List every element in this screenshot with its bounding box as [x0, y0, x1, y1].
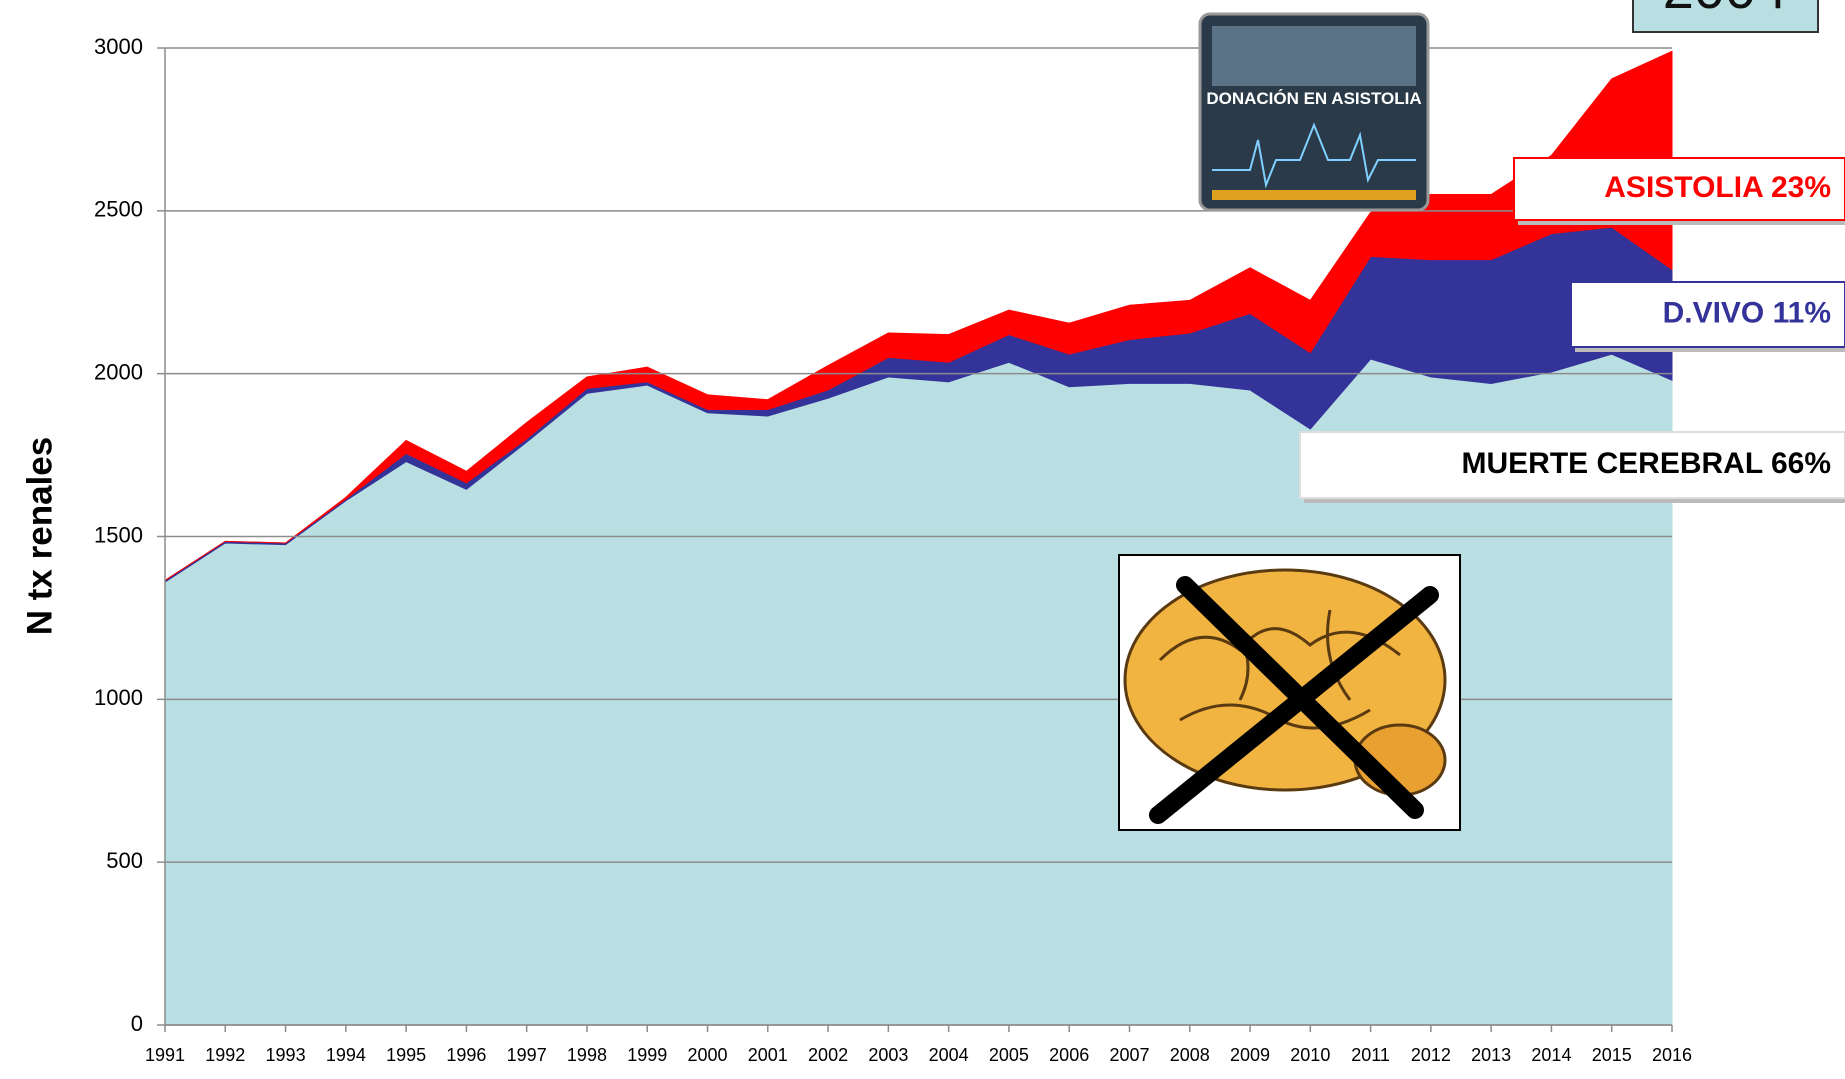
y-tick-label: 0: [131, 1011, 143, 1036]
x-tick-label: 1995: [386, 1045, 426, 1065]
x-tick-label: 2001: [748, 1045, 788, 1065]
x-tick-label: 2008: [1170, 1045, 1210, 1065]
x-tick-label: 2005: [989, 1045, 1029, 1065]
label-box: [1299, 431, 1845, 499]
x-tick-label: 1993: [266, 1045, 306, 1065]
x-tick-label: 2006: [1049, 1045, 1089, 1065]
x-tick-label: 2016: [1652, 1045, 1692, 1065]
x-tick-label: 2015: [1592, 1045, 1632, 1065]
y-tick-label: 1500: [94, 522, 143, 547]
x-tick-label: 1996: [446, 1045, 486, 1065]
x-tick-label: 2010: [1290, 1045, 1330, 1065]
label-box: [1570, 281, 1845, 348]
x-tick-label: 2002: [808, 1045, 848, 1065]
x-tick-label: 1999: [627, 1045, 667, 1065]
x-tick-label: 1991: [145, 1045, 185, 1065]
x-tick-label: 2007: [1109, 1045, 1149, 1065]
x-tick-label: 2013: [1471, 1045, 1511, 1065]
series-label: D.VIVO 11%: [1663, 296, 1831, 329]
x-tick-label: 1992: [205, 1045, 245, 1065]
x-tick-label: 1997: [507, 1045, 547, 1065]
axes: 0 500 1000 1500 2000 2500 3000 1991 1992 1993 1994…: [94, 34, 1692, 1065]
y-tick-label: 1000: [94, 685, 143, 710]
x-tick-label: 2014: [1531, 1045, 1571, 1065]
x-tick-label: 1994: [326, 1045, 366, 1065]
book-title: DONACIÓN EN ASISTOLIA: [1206, 89, 1421, 108]
year-badge-text: 2004: [1663, 0, 1788, 20]
x-tick-label: 2004: [929, 1045, 969, 1065]
brain-image: [1118, 554, 1461, 831]
x-tick-label: 2000: [687, 1045, 727, 1065]
x-tick-label: 2012: [1411, 1045, 1451, 1065]
y-tick-label: 2000: [94, 359, 143, 384]
y-axis-label: N tx renales: [20, 437, 59, 635]
series-label: MUERTE CEREBRAL 66%: [1461, 447, 1831, 480]
x-tick-label: 2009: [1230, 1045, 1270, 1065]
book-image: DONACIÓN EN ASISTOLIA: [1198, 12, 1430, 212]
year-badge: 2004: [1632, 0, 1819, 33]
label-box: [1513, 157, 1845, 221]
x-tick-label: 2003: [868, 1045, 908, 1065]
plot-area: [164, 50, 1673, 1026]
y-tick-label: 2500: [94, 197, 143, 222]
y-tick-label: 500: [106, 848, 143, 873]
y-tick-label: 3000: [94, 34, 143, 59]
series-label: ASISTOLIA 23%: [1604, 171, 1831, 204]
x-tick-label: 1998: [567, 1045, 607, 1065]
x-tick-label: 2011: [1351, 1045, 1390, 1065]
series-labels: MUERTE CEREBRAL 66% D.VIVO 11% ASISTOLIA 2…: [1299, 157, 1845, 503]
